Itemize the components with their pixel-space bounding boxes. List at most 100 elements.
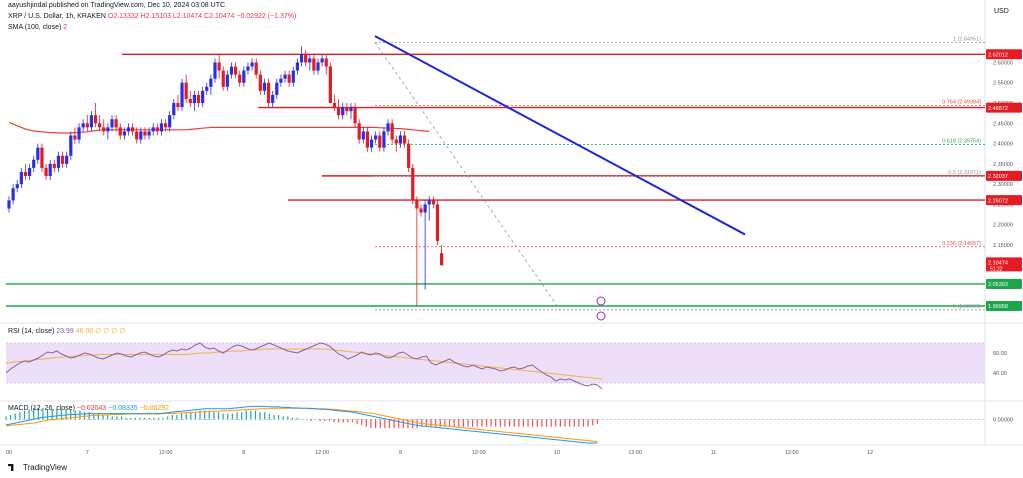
candle-body bbox=[402, 135, 407, 144]
candle-body bbox=[139, 131, 143, 140]
candle-body bbox=[279, 78, 283, 83]
macd-histogram-bar bbox=[56, 409, 58, 420]
candle-body bbox=[304, 54, 308, 63]
macd-histogram-bar bbox=[222, 413, 224, 420]
macd-histogram-bar bbox=[578, 419, 580, 427]
candle-body bbox=[81, 123, 85, 128]
candle-body bbox=[386, 123, 390, 132]
x-tick-label: 12 bbox=[867, 450, 873, 456]
fib-level-label: 0.236 (2.14557) bbox=[942, 241, 981, 247]
macd-histogram-bar bbox=[564, 419, 566, 427]
candle-body bbox=[382, 131, 386, 148]
macd-histogram-bar bbox=[536, 419, 538, 427]
macd-histogram-bar bbox=[508, 419, 511, 427]
macd-header: MACD (12, 26, close) −0.02043 −0.08335 −… bbox=[8, 405, 169, 412]
published: published on TradingView.com, Dec 10, 20… bbox=[48, 2, 226, 9]
rsi-ma-line bbox=[5, 348, 603, 380]
macd-value-2: −0.08335 bbox=[108, 405, 138, 412]
x-tick-label: 7 bbox=[86, 450, 89, 456]
macd-label[interactable]: MACD (12, 26, close) bbox=[8, 405, 75, 412]
candle-body bbox=[361, 131, 365, 140]
macd-histogram-bar bbox=[134, 417, 136, 420]
macd-histogram-bar bbox=[46, 409, 49, 420]
macd-histogram-bar bbox=[393, 419, 395, 429]
macd-histogram-bar bbox=[107, 414, 109, 420]
candle-body bbox=[266, 82, 271, 104]
candle-body bbox=[242, 70, 246, 83]
macd-histogram-bar bbox=[550, 419, 552, 427]
candle-body bbox=[320, 58, 324, 63]
level-price-label: 2.05393 bbox=[988, 282, 1008, 288]
candle-body bbox=[390, 123, 394, 140]
candle-body bbox=[56, 155, 61, 168]
macd-histogram-bar bbox=[287, 416, 289, 420]
candle-body bbox=[118, 127, 122, 136]
sma-label[interactable]: SMA (100, close) bbox=[8, 24, 62, 31]
candle-body bbox=[163, 123, 168, 128]
macd-histogram-bar bbox=[361, 419, 363, 426]
last-price-tag bbox=[986, 257, 1022, 272]
level-price-label: 2.62012 bbox=[988, 52, 1008, 58]
sma-value: 2 bbox=[63, 24, 68, 31]
candle-body bbox=[287, 74, 291, 83]
macd-histogram-bar bbox=[37, 407, 39, 420]
candle-body bbox=[217, 62, 221, 71]
candle-body bbox=[275, 82, 279, 95]
candle-body bbox=[110, 119, 114, 128]
x-tick-label: 11 bbox=[711, 450, 717, 456]
macd-histogram-bar bbox=[462, 419, 464, 427]
fib-level-label: 1 (2.64951) bbox=[953, 36, 981, 42]
fib-level-label: 0.5 (2.31971) bbox=[948, 170, 981, 176]
candle-body bbox=[201, 90, 205, 104]
level-price-label: 2.32037 bbox=[988, 174, 1008, 180]
macd-histogram-bar bbox=[555, 419, 557, 427]
macd-histogram-bar bbox=[522, 419, 525, 427]
macd-histogram-bar bbox=[93, 413, 95, 420]
macd-histogram-bar bbox=[208, 410, 210, 420]
macd-histogram-bar bbox=[379, 419, 381, 429]
macd-histogram-bar bbox=[545, 419, 548, 427]
macd-histogram-bar bbox=[204, 410, 206, 420]
candle-body bbox=[353, 107, 357, 124]
candle-body bbox=[209, 78, 213, 87]
ohlc-change: −0.02922 (−1.37%) bbox=[236, 13, 297, 20]
candle-body bbox=[19, 171, 23, 185]
rsi-label[interactable]: RSI (14, close) bbox=[8, 328, 55, 335]
macd-histogram-bar bbox=[481, 419, 483, 427]
candle-body bbox=[398, 135, 402, 144]
candle-body bbox=[143, 131, 147, 136]
candle-body bbox=[250, 62, 254, 67]
candle-body bbox=[188, 98, 192, 104]
macd-histogram-bar bbox=[194, 412, 197, 420]
candle-body bbox=[93, 115, 98, 124]
candle-body bbox=[411, 167, 415, 201]
candle-body bbox=[407, 143, 411, 168]
macd-histogram-bar bbox=[125, 417, 127, 420]
candle-body bbox=[85, 123, 89, 128]
candle-body bbox=[435, 204, 440, 241]
macd-histogram-bar bbox=[425, 419, 428, 427]
macd-histogram-bar bbox=[573, 419, 575, 427]
rsi-line bbox=[5, 342, 603, 390]
symbol-label[interactable]: XRP / U.S. Dollar, 1h, KRAKEN bbox=[8, 13, 106, 20]
macd-histogram-bar bbox=[139, 417, 141, 420]
candle-body bbox=[312, 58, 316, 71]
macd-histogram-bar bbox=[430, 419, 432, 427]
candle-body bbox=[106, 127, 110, 132]
event-marker bbox=[596, 296, 606, 306]
candle-body bbox=[229, 66, 234, 75]
candle-body bbox=[415, 200, 419, 209]
macd-histogram-bar bbox=[231, 413, 233, 420]
candle-body bbox=[258, 74, 262, 91]
rsi-value: 23.99 bbox=[56, 328, 74, 335]
candle-body bbox=[324, 58, 328, 67]
macd-histogram-bar bbox=[559, 419, 561, 427]
macd-histogram-bar bbox=[130, 417, 132, 420]
tradingview-logo[interactable]: TradingView bbox=[8, 463, 67, 472]
macd-histogram-bar bbox=[384, 419, 386, 429]
macd-histogram-bar bbox=[499, 419, 501, 427]
candle-body bbox=[299, 54, 304, 63]
level-price-tag bbox=[986, 195, 1022, 206]
candle-body bbox=[225, 74, 229, 87]
